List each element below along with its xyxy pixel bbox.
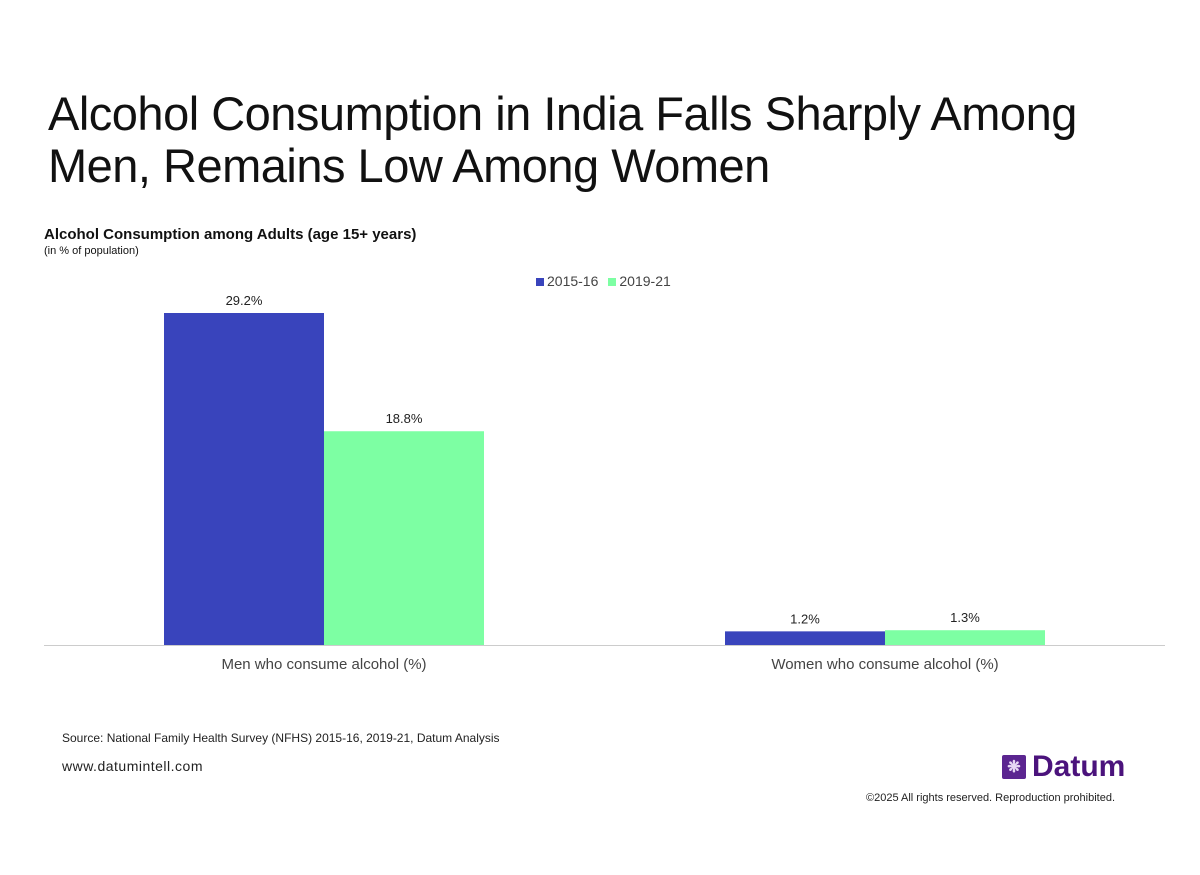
bar bbox=[164, 313, 324, 645]
logo-icon: ❋ bbox=[1002, 755, 1026, 779]
legend-item-0: 2015-16 bbox=[536, 273, 598, 289]
legend-swatch bbox=[536, 278, 544, 286]
x-tick-label: Women who consume alcohol (%) bbox=[771, 656, 998, 673]
legend: 2015-16 2019-21 bbox=[536, 273, 671, 289]
bar bbox=[725, 631, 885, 645]
data-label: 1.3% bbox=[950, 610, 980, 625]
legend-item-1: 2019-21 bbox=[608, 273, 671, 289]
logo-text: Datum bbox=[1032, 750, 1126, 783]
data-label: 1.2% bbox=[790, 611, 820, 626]
source-note: Source: National Family Health Survey (N… bbox=[62, 731, 500, 745]
bar bbox=[885, 630, 1045, 645]
website-link[interactable]: www.datumintell.com bbox=[62, 758, 203, 774]
data-label: 18.8% bbox=[386, 411, 423, 426]
datum-logo: ❋ Datum bbox=[1002, 750, 1125, 784]
chart-title: Alcohol Consumption among Adults (age 15… bbox=[44, 226, 417, 243]
x-tick-label: Men who consume alcohol (%) bbox=[221, 656, 426, 673]
legend-swatch bbox=[608, 278, 617, 286]
legend-label: 2015-16 bbox=[547, 273, 599, 289]
legend-label: 2019-21 bbox=[619, 273, 671, 289]
chart-subtitle: (in % of population) bbox=[44, 245, 139, 257]
page-title: Alcohol Consumption in India Falls Sharp… bbox=[48, 87, 1077, 192]
copyright: ©2025 All rights reserved. Reproduction … bbox=[866, 792, 1116, 804]
data-label: 29.2% bbox=[226, 293, 263, 308]
bar bbox=[324, 431, 484, 645]
